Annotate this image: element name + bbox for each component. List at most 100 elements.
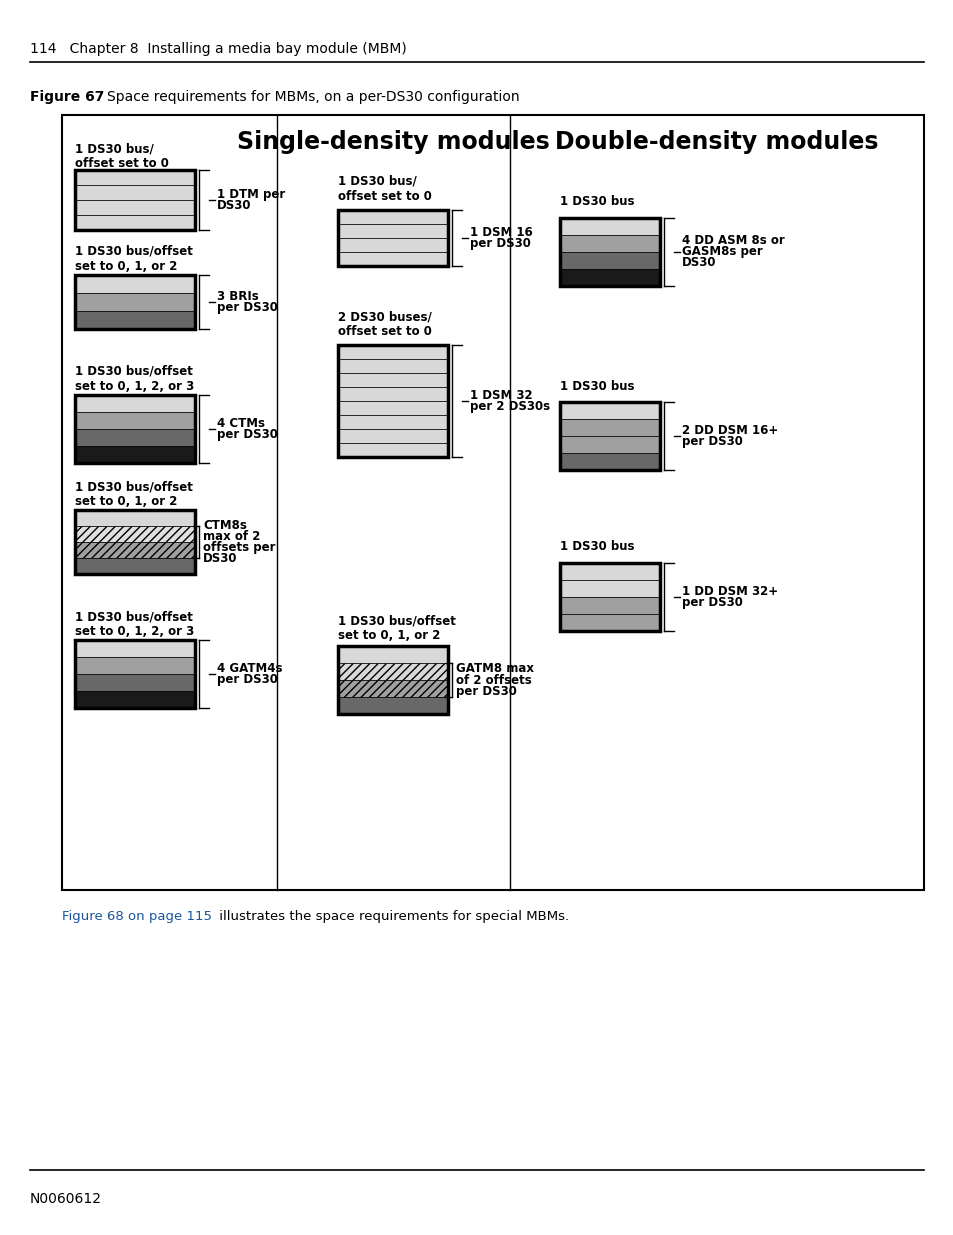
Text: 2 DS30 buses/
offset set to 0: 2 DS30 buses/ offset set to 0 (337, 310, 432, 338)
Bar (75, 640, 194, 708)
Bar (337, 345, 448, 359)
Text: 4 CTMs: 4 CTMs (216, 417, 265, 430)
Bar (337, 238, 448, 252)
Text: GATM8 max: GATM8 max (456, 662, 534, 676)
Bar (75, 657, 194, 674)
Bar (75, 185, 194, 200)
Text: per 2 DS30s: per 2 DS30s (470, 400, 550, 412)
Text: illustrates the space requirements for special MBMs.: illustrates the space requirements for s… (214, 910, 569, 923)
Bar (337, 401, 448, 415)
Text: 1 DS30 bus/
offset set to 0: 1 DS30 bus/ offset set to 0 (75, 142, 169, 170)
Bar (75, 275, 194, 329)
Text: 1 DS30 bus/offset
set to 0, 1, 2, or 3: 1 DS30 bus/offset set to 0, 1, 2, or 3 (75, 610, 194, 638)
Bar (75, 640, 194, 657)
Bar (75, 215, 194, 230)
Bar (337, 252, 448, 266)
Bar (337, 359, 448, 373)
Text: 1 DSM 32: 1 DSM 32 (470, 389, 532, 403)
Text: offsets per: offsets per (203, 541, 275, 555)
Bar (559, 219, 659, 235)
Text: 1 DS30 bus: 1 DS30 bus (559, 380, 634, 393)
Text: 4 DD ASM 8s or: 4 DD ASM 8s or (681, 235, 784, 247)
Bar (337, 210, 448, 224)
Bar (75, 526, 194, 542)
Text: 1 DS30 bus: 1 DS30 bus (559, 195, 634, 207)
Text: 1 DS30 bus/offset
set to 0, 1, or 2: 1 DS30 bus/offset set to 0, 1, or 2 (75, 480, 193, 508)
Text: Space requirements for MBMs, on a per-DS30 configuration: Space requirements for MBMs, on a per-DS… (107, 90, 519, 104)
Bar (75, 293, 194, 311)
Bar (337, 443, 448, 457)
Bar (337, 646, 448, 714)
Bar (337, 373, 448, 387)
Bar (337, 429, 448, 443)
Text: 1 DSM 16: 1 DSM 16 (470, 226, 532, 240)
Bar (559, 419, 659, 436)
Text: 1 DS30 bus/offset
set to 0, 1, or 2: 1 DS30 bus/offset set to 0, 1, or 2 (75, 245, 193, 273)
Bar (559, 563, 659, 580)
Text: 1 DS30 bus: 1 DS30 bus (559, 540, 634, 553)
Bar (559, 614, 659, 631)
Text: per DS30: per DS30 (216, 673, 277, 685)
Bar (337, 663, 448, 680)
Bar (75, 311, 194, 329)
Bar (559, 436, 659, 453)
Text: per DS30: per DS30 (470, 237, 530, 249)
Bar (75, 674, 194, 692)
Bar (75, 542, 194, 558)
Bar (337, 387, 448, 401)
Bar (75, 429, 194, 446)
Bar (559, 269, 659, 287)
Bar (337, 680, 448, 697)
Text: of 2 offsets: of 2 offsets (456, 673, 531, 687)
Bar (75, 692, 194, 708)
Text: 3 BRIs: 3 BRIs (216, 290, 258, 303)
Bar (559, 219, 659, 287)
Bar (75, 510, 194, 574)
Text: Single-density modules: Single-density modules (237, 130, 549, 154)
Bar (75, 170, 194, 230)
Bar (75, 412, 194, 429)
Text: Double-density modules: Double-density modules (555, 130, 878, 154)
Text: per DS30: per DS30 (681, 597, 742, 609)
Bar (75, 446, 194, 463)
Bar (75, 558, 194, 574)
Bar (337, 345, 448, 457)
Bar (337, 697, 448, 714)
Bar (75, 200, 194, 215)
Bar (62, 115, 923, 890)
Text: per DS30: per DS30 (681, 435, 742, 448)
Bar (75, 395, 194, 412)
Text: per DS30: per DS30 (456, 684, 517, 698)
Text: CTM8s: CTM8s (203, 519, 247, 532)
Bar (559, 563, 659, 631)
Text: Figure 68 on page 115: Figure 68 on page 115 (62, 910, 212, 923)
Text: per DS30: per DS30 (216, 301, 277, 314)
Bar (559, 403, 659, 471)
Text: GASM8s per: GASM8s per (681, 246, 762, 258)
Bar (559, 252, 659, 269)
Bar (75, 275, 194, 293)
Text: DS30: DS30 (203, 552, 237, 564)
Text: 1 DS30 bus/
offset set to 0: 1 DS30 bus/ offset set to 0 (337, 175, 432, 203)
Text: DS30: DS30 (681, 257, 716, 269)
Text: 114   Chapter 8  Installing a media bay module (MBM): 114 Chapter 8 Installing a media bay mod… (30, 42, 406, 56)
Text: Figure 67: Figure 67 (30, 90, 104, 104)
Text: max of 2: max of 2 (203, 530, 260, 543)
Text: per DS30: per DS30 (216, 429, 277, 441)
Text: N0060612: N0060612 (30, 1192, 102, 1207)
Bar (75, 395, 194, 463)
Bar (559, 453, 659, 471)
Bar (337, 646, 448, 663)
Bar (559, 580, 659, 597)
Text: DS30: DS30 (216, 199, 252, 212)
Bar (559, 235, 659, 252)
Bar (337, 415, 448, 429)
Bar (75, 170, 194, 185)
Text: 1 DS30 bus/offset
set to 0, 1, 2, or 3: 1 DS30 bus/offset set to 0, 1, 2, or 3 (75, 366, 194, 393)
Bar (559, 403, 659, 419)
Text: 2 DD DSM 16+: 2 DD DSM 16+ (681, 424, 778, 437)
Bar (337, 210, 448, 266)
Text: 1 DS30 bus/offset
set to 0, 1, or 2: 1 DS30 bus/offset set to 0, 1, or 2 (337, 614, 456, 642)
Text: 1 DD DSM 32+: 1 DD DSM 32+ (681, 585, 778, 598)
Text: 4 GATM4s: 4 GATM4s (216, 662, 282, 676)
